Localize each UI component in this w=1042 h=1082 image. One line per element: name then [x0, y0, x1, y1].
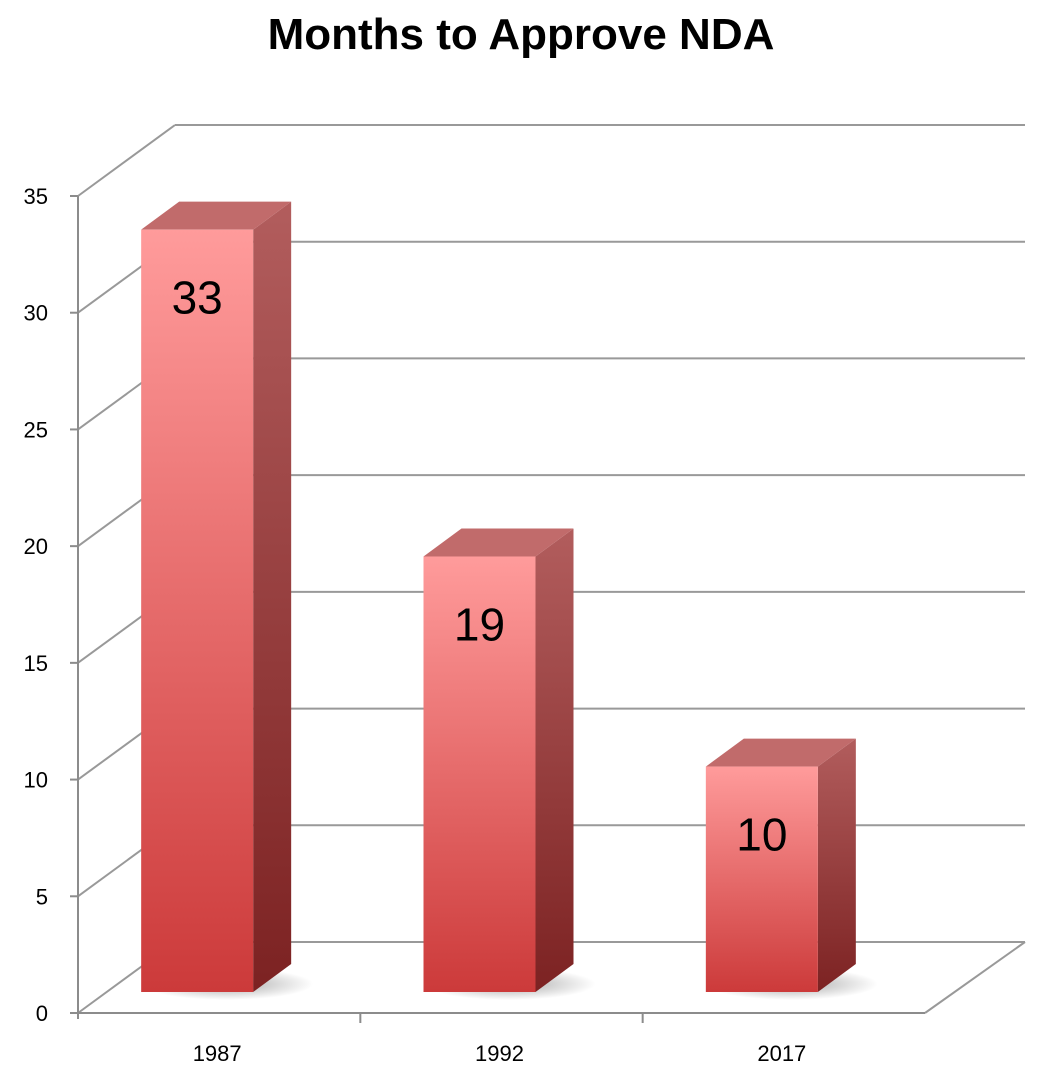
gridlines — [77, 124, 1026, 1014]
bar-side — [535, 528, 574, 992]
y-tick-label: 35 — [24, 184, 48, 209]
labels: 0 5 10 15 20 25 30 35 33 1987 19 1992 10 2017 — [24, 184, 807, 1066]
y-tick-label: 5 — [36, 884, 48, 909]
bar-top — [705, 738, 856, 767]
bar-side — [817, 738, 856, 992]
gridline-diagonal — [77, 124, 176, 197]
y-tick-label: 25 — [24, 417, 48, 442]
bar — [705, 766, 818, 992]
floor-right-edge — [924, 941, 1026, 1014]
y-tick-label: 20 — [24, 534, 48, 559]
y-tick-label: 0 — [36, 1001, 48, 1026]
chart-title: Months to Approve NDA — [267, 10, 775, 59]
y-tick-label: 30 — [24, 301, 48, 326]
data-label: 33 — [172, 272, 223, 324]
y-tick-label: 15 — [24, 651, 48, 676]
bar-side — [253, 201, 292, 992]
bar — [141, 229, 254, 992]
axes — [70, 195, 925, 1023]
y-tick-label: 10 — [24, 768, 48, 793]
data-label: 19 — [454, 598, 505, 650]
x-tick-label: 1987 — [193, 1041, 242, 1066]
x-tick-label: 2017 — [757, 1041, 806, 1066]
data-label: 10 — [736, 809, 787, 861]
bar — [423, 556, 536, 992]
x-tick-label: 1992 — [475, 1041, 524, 1066]
bar-top — [141, 201, 292, 230]
bars — [141, 201, 878, 1000]
bar-top — [423, 528, 574, 557]
